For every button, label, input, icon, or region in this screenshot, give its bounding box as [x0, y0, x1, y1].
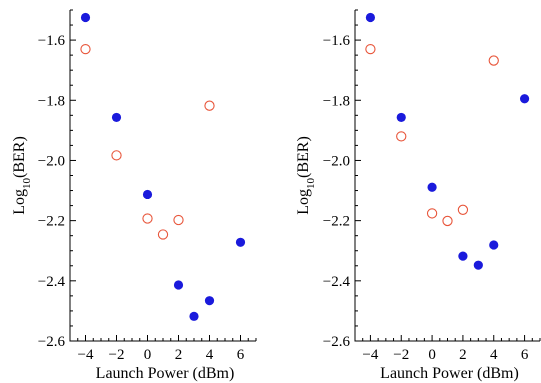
x-axis-title: Launch Power (dBm) — [380, 365, 519, 382]
x-tick-label: 0 — [144, 347, 152, 363]
data-point-filled — [204, 296, 215, 306]
y-tick-label: −2.2 — [323, 214, 350, 230]
y-tick-label: −2.2 — [38, 214, 65, 230]
data-point-open — [111, 150, 122, 161]
x-tick-label: 2 — [459, 347, 467, 363]
data-point-filled — [173, 280, 184, 290]
y-tick-label: −1.6 — [38, 33, 66, 49]
data-point-filled — [473, 260, 483, 270]
y-tick-label: −1.8 — [323, 93, 350, 109]
x-tick-label: 6 — [237, 347, 245, 363]
data-point-open — [142, 213, 153, 224]
y-tick-label: −2.4 — [323, 274, 351, 290]
data-point-filled — [111, 112, 122, 123]
data-point-filled — [458, 251, 468, 261]
data-point-filled — [519, 94, 530, 104]
y-tick-label: −2.6 — [38, 334, 66, 350]
y-axis-title: Log10(BER) — [295, 136, 317, 215]
data-point-filled — [396, 112, 406, 123]
data-point-filled — [189, 311, 199, 321]
y-axis-title: Log10(BER) — [11, 136, 33, 215]
data-point-open — [157, 229, 169, 240]
data-point-open — [426, 208, 438, 219]
data-point-filled — [142, 189, 153, 200]
x-tick-label: 4 — [206, 347, 214, 363]
x-tick-label: −4 — [362, 347, 378, 363]
x-tick-label: 0 — [428, 347, 436, 363]
x-tick-label: −2 — [109, 347, 125, 363]
y-tick-label: −1.6 — [323, 33, 351, 49]
data-point-open — [457, 204, 469, 215]
x-tick-label: 4 — [490, 347, 498, 363]
chart-panel-1: −4 −2 0 2 4 6 −2.6 −2.4 −2.2 −2.0 −1.8 −1.6 Launch P… — [11, 9, 257, 382]
y-tick-label: −2.0 — [38, 153, 65, 169]
y-tick-label: −2.0 — [323, 153, 350, 169]
data-point-open — [173, 214, 184, 226]
x-tick-label: −4 — [78, 347, 94, 363]
y-tick-label: −2.6 — [323, 334, 351, 350]
data-point-open — [488, 55, 499, 66]
x-tick-label: 2 — [175, 347, 183, 363]
y-tick-label: −1.8 — [38, 93, 65, 109]
data-point-filled — [489, 240, 499, 250]
data-point-open — [365, 43, 376, 55]
data-point-open — [80, 43, 91, 55]
data-point-filled — [235, 237, 246, 247]
data-point-open — [396, 131, 407, 142]
x-axis-title: Launch Power (dBm) — [96, 365, 235, 382]
x-tick-label: −2 — [393, 347, 409, 363]
data-point-filled — [80, 12, 91, 23]
data-point-filled — [427, 182, 437, 192]
data-point-open — [442, 215, 453, 227]
y-tick-label: −2.4 — [38, 274, 66, 290]
data-point-open — [204, 100, 215, 111]
data-point-filled — [365, 12, 376, 23]
x-tick-label: 6 — [521, 347, 529, 363]
chart-panel-2: −4 −2 0 2 4 6 −2.6 −2.4 −2.2 −2.0 −1.8 −1.6 Launch P… — [295, 9, 541, 382]
